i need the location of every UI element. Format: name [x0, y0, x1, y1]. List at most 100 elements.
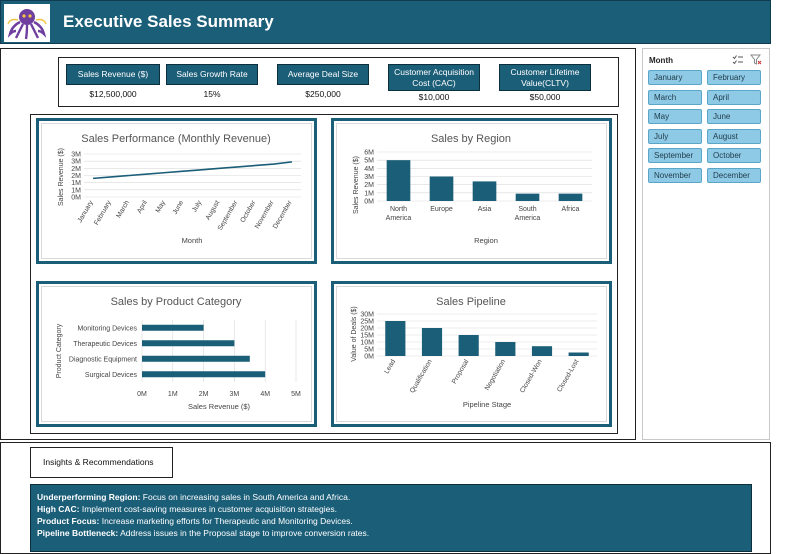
- kpi-value: $12,500,000: [89, 89, 137, 99]
- y-tick-label: 5M: [364, 158, 374, 165]
- multi-select-icon[interactable]: [732, 53, 744, 71]
- y-tick-label: 0M: [364, 354, 374, 361]
- x-tick-label: Europe: [430, 206, 453, 213]
- x-tick-label: 0M: [137, 391, 147, 398]
- y-tick-label: 10M: [360, 340, 374, 347]
- bar-asia: [472, 181, 497, 201]
- y-tick-label: 1M: [71, 187, 81, 194]
- y-tick-label: 3M: [71, 159, 81, 166]
- y-tick-label: 15M: [360, 333, 374, 340]
- kpi-strip: Sales Revenue ($) $12,500,000 Sales Grow…: [58, 57, 619, 107]
- slicer-item-september[interactable]: September: [648, 148, 702, 163]
- insights-tab[interactable]: Insights & Recommendations: [30, 447, 173, 478]
- kpi-label: Average Deal Size: [277, 64, 369, 85]
- y-axis-label: Sales Revenue ($): [58, 148, 65, 206]
- slicer-item-july[interactable]: July: [648, 128, 702, 144]
- kpi-value: $250,000: [305, 89, 341, 99]
- y-tick-label: 2M: [71, 166, 81, 173]
- bar-proposal: [458, 335, 479, 356]
- chart-sales-by-region[interactable]: Sales by Region 0M 1M 2M 3M 4M 5M 6M North Americ…: [331, 118, 612, 264]
- chart-title: Sales by Region: [431, 133, 511, 145]
- y-tick-label: 1M: [71, 180, 81, 187]
- y-tick-label: 30M: [360, 312, 374, 319]
- y-tick-label: 6M: [364, 150, 374, 157]
- y-tick-label: 0M: [364, 199, 374, 206]
- clear-filter-icon[interactable]: [749, 53, 762, 71]
- month-slicer: Month January February March April May June Ju…: [642, 48, 770, 440]
- bar-closed-lost: [568, 352, 589, 356]
- slicer-item-may[interactable]: May: [648, 109, 702, 124]
- x-tick-label: 1M: [168, 391, 178, 398]
- x-tick-label: 2M: [199, 391, 209, 398]
- bar-lead: [385, 321, 406, 356]
- x-tick-label: North: [390, 206, 407, 213]
- kpi-cac: Customer Acquisition Cost (CAC) $10,000: [388, 64, 480, 102]
- x-tick-label: Negotiation: [484, 358, 507, 391]
- y-tick-label: 1M: [364, 190, 374, 197]
- horizontal-bar-chart: Sales by Product Category 0M 1M 2M 3M 4M 5M Mon…: [56, 296, 301, 411]
- header-bar: Executive Sales Summary: [0, 0, 771, 44]
- x-tick-label: February: [93, 199, 113, 227]
- slicer-item-february[interactable]: February: [707, 70, 761, 85]
- slicer-item-november[interactable]: November: [648, 167, 702, 183]
- bar-therapeutic-devices: [142, 340, 235, 347]
- octopus-logo: [4, 4, 50, 42]
- kpi-cltv: Customer Lifetime Value(CLTV) $50,000: [499, 64, 591, 102]
- x-axis-label: Month: [182, 236, 203, 245]
- y-tick-label: 4M: [364, 166, 374, 173]
- y-tick-label: Surgical Devices: [85, 372, 138, 379]
- slicer-item-october[interactable]: October: [707, 148, 761, 163]
- y-tick-label: Diagnostic Equipment: [69, 356, 137, 363]
- bar-europe: [429, 176, 454, 201]
- line-chart: Sales Performance (Monthly Revenue)0M1M1…: [58, 133, 301, 245]
- y-axis-label: Value of Deals ($): [351, 306, 358, 362]
- insight-item: Underperforming Region: Focus on increas…: [37, 492, 351, 502]
- insight-item: Product Focus: Increase marketing effort…: [37, 516, 353, 526]
- chart-product-category[interactable]: Sales by Product Category 0M 1M 2M 3M 4M 5M Mon…: [36, 281, 317, 427]
- kpi-label: Customer Acquisition Cost (CAC): [388, 64, 480, 91]
- bar-qualification: [421, 328, 443, 356]
- slicer-item-april[interactable]: April: [707, 89, 761, 105]
- y-tick-label: 2M: [364, 182, 374, 189]
- y-tick-label: Monitoring Devices: [77, 325, 137, 332]
- kpi-value: $10,000: [418, 92, 450, 102]
- x-tick-label: Africa: [562, 206, 580, 213]
- x-tick-label: April: [136, 199, 149, 215]
- y-tick-label: 3M: [364, 174, 374, 181]
- bar-north-america: [386, 160, 411, 201]
- x-tick-label: August: [205, 199, 222, 221]
- slicer-title: Month: [649, 56, 673, 65]
- x-axis-label: Pipeline Stage: [463, 400, 511, 409]
- bar-diagnostic-equipment: [142, 355, 250, 362]
- slicer-item-june[interactable]: June: [707, 109, 761, 124]
- x-tick-label: Closed-Lost: [556, 358, 580, 393]
- chart-title: Sales by Product Category: [111, 296, 242, 308]
- insight-item: Pipeline Bottleneck: Address issues in t…: [37, 528, 370, 538]
- y-tick-label: 2M: [71, 173, 81, 180]
- x-tick-label: May: [155, 199, 168, 214]
- x-tick-label: July: [191, 199, 203, 213]
- slicer-item-august[interactable]: August: [707, 128, 761, 144]
- chart-monthly-revenue[interactable]: Sales Performance (Monthly Revenue) 0M 1M 1…: [36, 118, 317, 264]
- x-tick-label: March: [115, 199, 131, 219]
- charts-frame: [30, 114, 618, 434]
- x-tick-label: Qualification: [409, 358, 434, 394]
- bar-monitoring-devices: [142, 324, 204, 331]
- kpi-sales-growth: Sales Growth Rate 15%: [166, 64, 258, 99]
- x-tick-label: 3M: [230, 391, 240, 398]
- kpi-value: $50,000: [529, 92, 561, 102]
- slicer-item-january[interactable]: January: [648, 70, 702, 85]
- slicer-item-december[interactable]: December: [707, 167, 761, 183]
- kpi-average-deal-size: Average Deal Size $250,000: [277, 64, 369, 99]
- x-tick-label: October: [239, 199, 258, 224]
- chart-sales-pipeline[interactable]: Sales Pipeline 0M 5M 10M 15M 20M 25M 30M Lead Qua…: [331, 281, 612, 427]
- chart-title: Sales Performance (Monthly Revenue): [81, 133, 271, 145]
- x-tick-label: Proposal: [451, 358, 471, 385]
- y-tick-label: 25M: [360, 319, 374, 326]
- x-tick-label: Asia: [478, 206, 492, 213]
- slicer-item-march[interactable]: March: [648, 89, 702, 105]
- x-tick-label: June: [172, 199, 186, 215]
- y-tick-label: Therapeutic Devices: [73, 341, 137, 348]
